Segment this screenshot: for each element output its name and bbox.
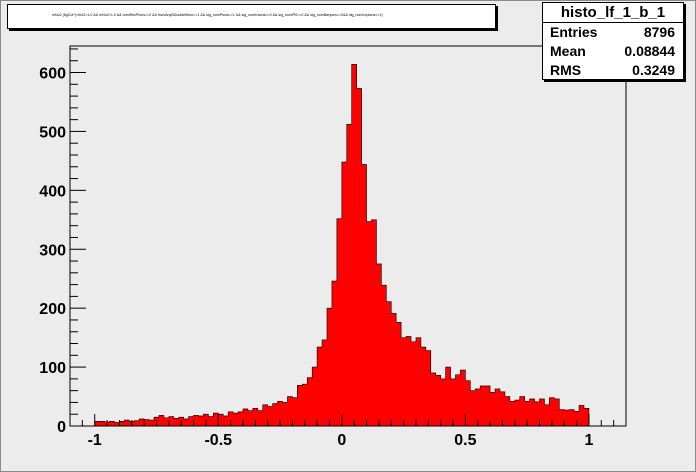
stats-value: 0.08844: [624, 43, 675, 59]
tick-labels: 0 100 200 300 400 500 600 -1 -0.5 0 0.5 1: [39, 66, 593, 449]
stats-row-entries: Entries 8796: [543, 23, 683, 42]
stats-row-mean: Mean 0.08844: [543, 42, 683, 61]
axes: [69, 46, 626, 427]
x-tick-label: -0.5: [204, 432, 232, 449]
y-tick-label: 500: [39, 124, 66, 141]
y-tick-label: 300: [39, 242, 66, 259]
histogram-bars: [94, 63, 590, 427]
y-tick-label: 0: [57, 419, 66, 436]
stats-box: histo_lf_1_b_1 Entries 8796 Mean 0.08844…: [542, 2, 684, 80]
stats-value: 0.3249: [632, 62, 675, 78]
x-tick-label: 0: [337, 432, 346, 449]
y-tick-label: 100: [39, 360, 66, 377]
stats-value: 8796: [643, 24, 675, 40]
stats-label: Entries: [550, 24, 598, 40]
selection-title-box: mNu2 (bgCut*)<rho2<1.0 && mNu2<1.0 && nu…: [7, 4, 496, 29]
y-tick-label: 200: [39, 301, 66, 318]
stats-title: histo_lf_1_b_1: [543, 3, 683, 23]
x-tick-label: 0.5: [454, 432, 476, 449]
y-tick-label: 400: [39, 183, 66, 200]
stats-label: RMS: [550, 62, 582, 78]
x-tick-label: -1: [88, 432, 102, 449]
x-tick-label: 1: [584, 432, 593, 449]
tick-marks: [69, 48, 615, 427]
selection-cut-text: mNu2 (bgCut*)<rho2<1.0 && mNu2<1.0 && nu…: [52, 13, 383, 17]
stats-row-rms: RMS 0.3249: [543, 61, 683, 80]
y-tick-label: 600: [39, 66, 66, 83]
stats-label: Mean: [550, 43, 586, 59]
